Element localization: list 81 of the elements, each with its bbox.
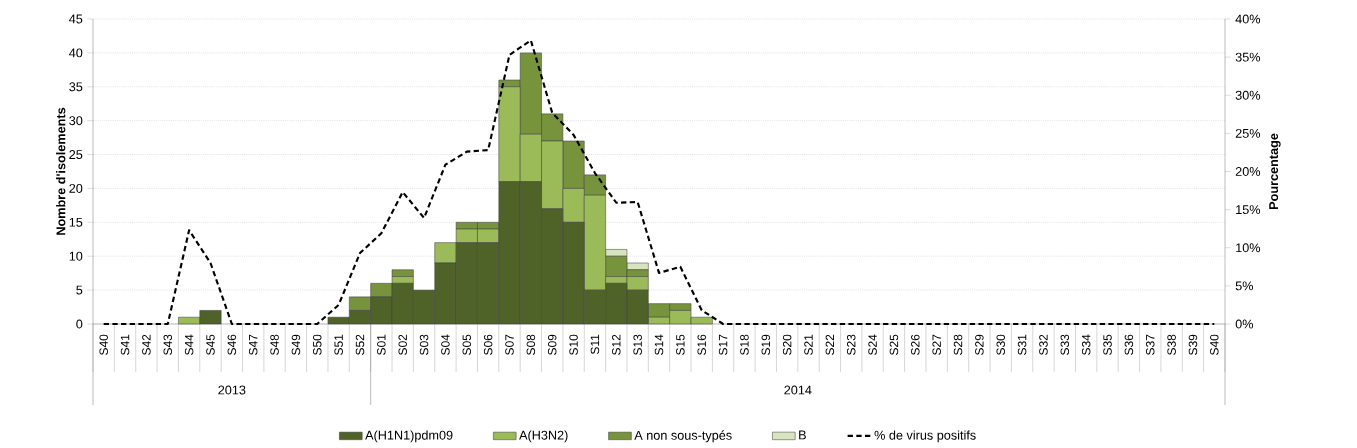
y-tick-label: 40	[69, 48, 83, 58]
y-tick-label: 5	[76, 285, 83, 295]
x-tick-label: S20	[782, 334, 792, 355]
y-tick-label: 25	[69, 150, 83, 160]
x-tick-label: S18	[740, 334, 749, 355]
y-tick-label: 10	[69, 251, 83, 261]
x-tick-label: S19	[761, 334, 771, 355]
x-tick-label: S41	[120, 334, 130, 355]
x-tick-label: S10	[569, 334, 578, 355]
x-tick-label: S02	[398, 334, 407, 355]
x-tick-label: S40	[99, 334, 108, 355]
y-tick-label: 15	[69, 217, 83, 227]
x-tick-label: S29	[975, 334, 984, 355]
x-tick-label: S32	[1039, 334, 1048, 355]
x-tick-label: S12	[612, 334, 621, 355]
x-tick-label: S11	[590, 334, 600, 355]
y-axis-title: Nombre d'isolements	[56, 107, 66, 235]
x-tick-label: S26	[911, 334, 920, 355]
x-tick-label: S24	[868, 334, 877, 355]
x-tick-label: S49	[291, 334, 301, 355]
x-tick-label: S03	[419, 334, 429, 355]
y-tick-label: 35	[69, 82, 83, 92]
x-tick-label: S01	[377, 334, 386, 355]
x-tick-label: S46	[227, 334, 237, 355]
x-tick-label: S06	[483, 334, 493, 355]
x-tick-label: S48	[270, 334, 279, 355]
y-tick-label: 45	[69, 14, 83, 24]
y2-tick-label: 40%	[1235, 14, 1261, 24]
x-tick-label: S21	[804, 334, 813, 355]
x-tick-label: S13	[633, 334, 642, 355]
x-tick-label: S44	[184, 334, 194, 355]
x-tick-label: S38	[1167, 334, 1176, 355]
x-tick-label: S25	[889, 334, 899, 355]
x-tick-label: S30	[996, 334, 1005, 355]
legend-label: % de virus positifs	[874, 430, 976, 443]
x-tick-label: S09	[547, 334, 557, 355]
x-tick-label: S08	[526, 334, 536, 355]
x-tick-label: S28	[953, 334, 963, 355]
x-tick-label: S15	[676, 334, 685, 355]
x-tick-label: S17	[718, 334, 728, 355]
x-tick-label: S43	[163, 334, 173, 355]
legend-label: A(H3N2)	[519, 430, 568, 443]
x-tick-label: S22	[825, 334, 835, 355]
x-tick-label: S45	[206, 334, 215, 355]
y2-tick-label: 30%	[1235, 90, 1261, 100]
text: 2014	[784, 385, 812, 395]
y-tick-label: 20	[69, 183, 83, 193]
y-tick-label: 0	[76, 319, 83, 329]
y2-tick-label: 15%	[1236, 205, 1261, 215]
legend-label: A(H1N1)pdm09	[365, 430, 453, 443]
x-tick-label: S33	[1060, 334, 1070, 355]
x-tick-label: S04	[441, 334, 450, 355]
x-tick-label: S39	[1188, 334, 1198, 355]
x-tick-label: S14	[654, 334, 664, 355]
x-tick-label: S05	[462, 334, 472, 355]
x-tick-label: S31	[1017, 334, 1027, 355]
y2-tick-label: 5%	[1235, 281, 1254, 291]
x-tick-label: S23	[846, 334, 856, 355]
x-tick-label: S51	[334, 334, 343, 355]
y2-tick-label: 20%	[1235, 167, 1261, 176]
legend-label: A non sous-typés	[634, 430, 732, 443]
y2-tick-label: 0%	[1235, 319, 1254, 329]
x-tick-label: S35	[1103, 334, 1112, 355]
y2-tick-label: 10%	[1236, 243, 1261, 253]
legend-label: B	[799, 430, 806, 440]
x-tick-label: S40	[1210, 334, 1219, 355]
y2-tick-label: 35%	[1235, 52, 1261, 62]
x-tick-label: S52	[355, 334, 365, 355]
y-tick-label: 30	[69, 116, 83, 126]
x-tick-label: S50	[313, 334, 322, 355]
y2-tick-label: 25%	[1235, 128, 1261, 138]
x-tick-label: S37	[1145, 334, 1155, 355]
x-tick-label: S27	[932, 334, 941, 355]
x-tick-label: S16	[697, 334, 706, 355]
y2-axis-title: Pourcentage	[1269, 133, 1281, 209]
text: 2013	[218, 385, 246, 395]
x-tick-label: S34	[1081, 334, 1091, 355]
x-tick-label: S47	[248, 334, 258, 355]
x-tick-label: S07	[505, 334, 514, 355]
x-tick-label: S36	[1124, 334, 1134, 355]
x-tick-label: S42	[142, 334, 151, 355]
